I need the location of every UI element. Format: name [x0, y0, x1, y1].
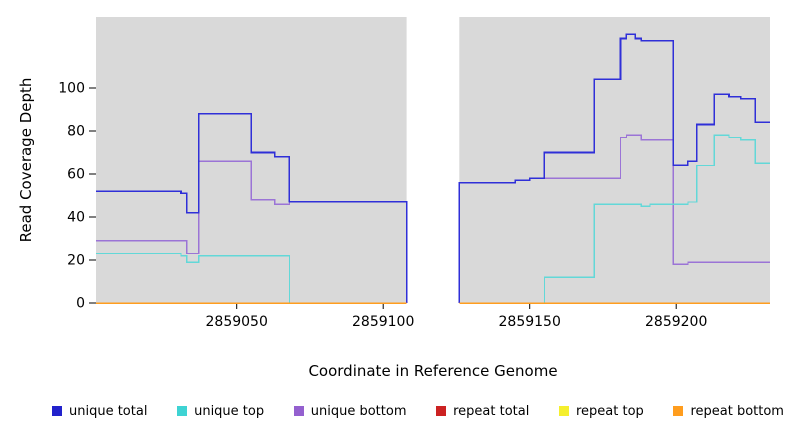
legend: unique total unique top unique bottom repea…	[52, 400, 784, 422]
unique-top-line	[96, 252, 407, 304]
legend-item-repeat-bottom: repeat bottom	[673, 404, 784, 419]
repeat-bottom-swatch-icon	[673, 406, 684, 416]
coverage-plot: 2859050 2859100 2859150 2859200 0 20 40 60 80 100	[58, 14, 770, 330]
unique-total-line	[96, 113, 408, 303]
no-data-gap	[406, 14, 460, 303]
unique-total-line	[458, 33, 770, 303]
x-tick-label: 2859100	[352, 314, 414, 330]
legend-item-repeat-total: repeat total	[436, 404, 529, 419]
repeat-top-swatch-icon	[559, 406, 569, 416]
unique-top-line	[459, 134, 770, 304]
y-axis-label: Read Coverage Depth	[17, 77, 35, 243]
y-tick-label: 80	[67, 124, 85, 140]
legend-label: repeat total	[453, 403, 530, 419]
legend-item-unique-top: unique top	[177, 404, 264, 419]
legend-label: unique bottom	[310, 403, 407, 419]
unique-bottom-swatch-icon	[293, 406, 304, 416]
legend-label: repeat bottom	[690, 403, 784, 419]
x-tick-label: 2859200	[645, 314, 707, 330]
y-tick-label: 0	[76, 296, 85, 312]
legend-item-unique-total: unique total	[52, 404, 147, 419]
legend-item-unique-bottom: unique bottom	[293, 403, 407, 419]
x-tick-label: 2859050	[206, 314, 268, 330]
legend-label: unique top	[194, 403, 265, 419]
x-axis-label: Coordinate in Reference Genome	[308, 362, 558, 380]
unique-top-swatch-icon	[177, 406, 188, 416]
repeat-total-swatch-icon	[436, 406, 447, 416]
legend-label: unique total	[69, 403, 148, 419]
legend-label: repeat top	[576, 403, 644, 419]
x-tick-label: 2859150	[499, 314, 561, 330]
y-tick-label: 100	[58, 81, 85, 97]
y-tick-label: 20	[67, 253, 85, 269]
y-tick-label: 40	[67, 210, 85, 226]
legend-item-repeat-top: repeat top	[559, 404, 644, 419]
y-tick-label: 60	[67, 167, 85, 183]
unique-total-swatch-icon	[52, 406, 62, 416]
